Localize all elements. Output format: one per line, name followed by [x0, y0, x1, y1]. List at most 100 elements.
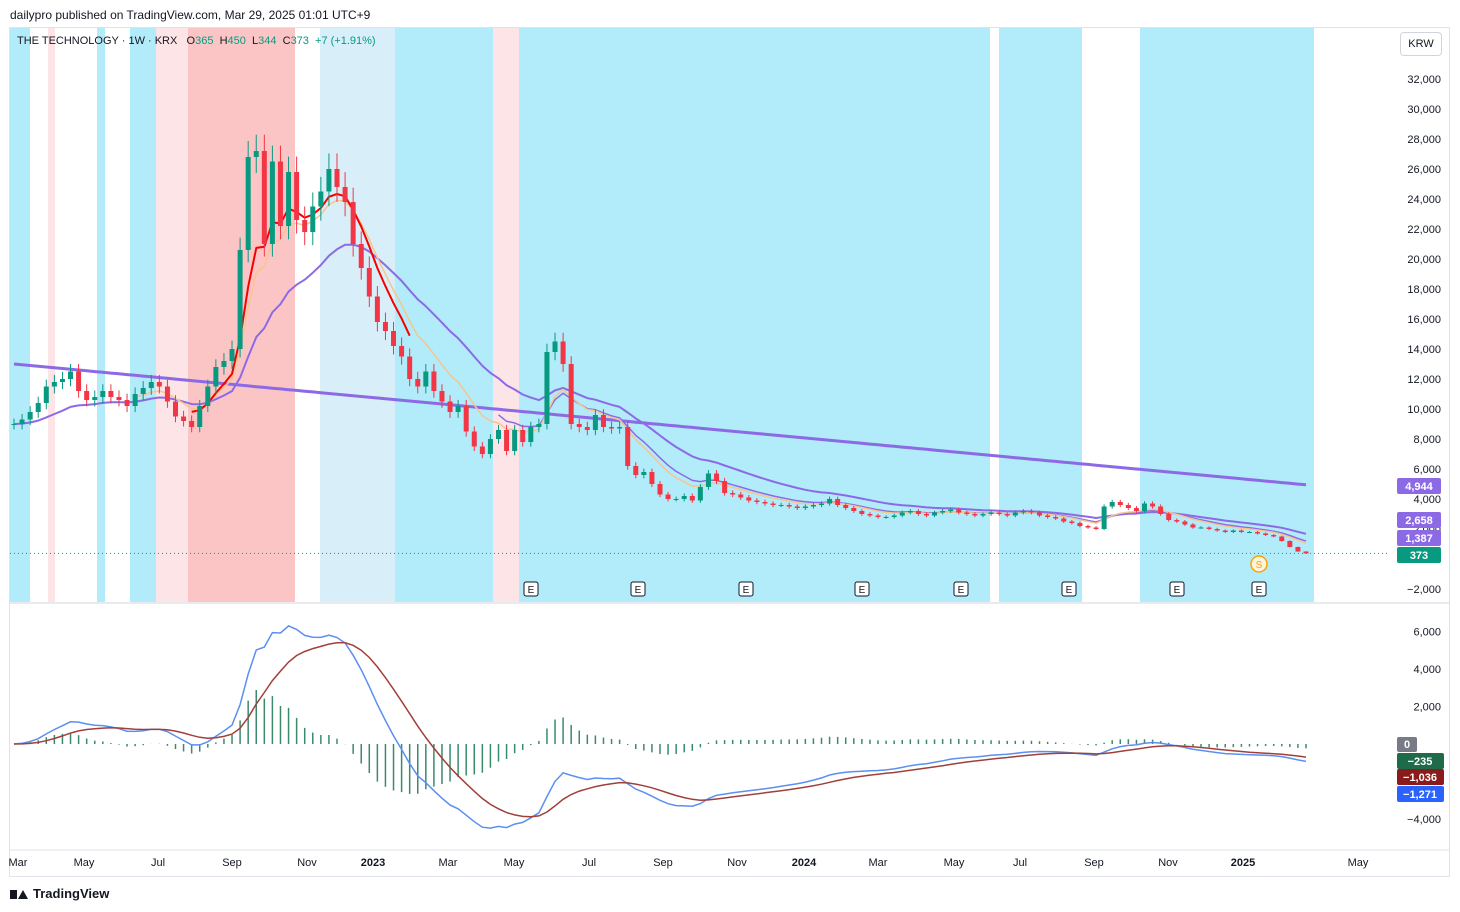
ma-red-line	[191, 193, 411, 413]
candle-body	[423, 371, 429, 387]
macd-tick-label: 6,000	[1413, 627, 1441, 639]
candle-body	[140, 388, 146, 394]
grid-layer	[10, 602, 1450, 851]
price-badge-label: 2,658	[1405, 515, 1433, 527]
candle-body	[51, 382, 57, 387]
candle-body	[415, 379, 421, 387]
candle-body	[229, 349, 235, 361]
legend-high-value: 450	[227, 35, 246, 47]
candle-body	[132, 394, 138, 406]
candle-body	[1133, 508, 1139, 511]
regime-band-6	[320, 28, 395, 602]
time-tick-label: 2023	[361, 857, 385, 869]
candle-body	[1255, 532, 1261, 534]
candle-body	[1012, 512, 1018, 516]
time-tick-label: May	[504, 857, 525, 869]
candle-body	[310, 206, 316, 232]
candle-body	[156, 382, 162, 387]
regime-band-11	[1140, 28, 1314, 602]
candle-body	[1166, 514, 1172, 520]
regime-band-3	[130, 28, 156, 602]
candle-body	[689, 496, 695, 501]
legend-close-value: 373	[290, 35, 309, 47]
candle-body	[59, 379, 65, 382]
candle-body	[27, 412, 33, 420]
candle-body	[665, 494, 671, 499]
publisher-line: dailypro published on TradingView.com, M…	[10, 8, 371, 22]
candle-body	[455, 406, 461, 412]
event-marker-layer: E E E E E E E E S	[523, 555, 1268, 597]
macd-zero-label: 0	[1404, 739, 1410, 751]
candle-body	[479, 446, 485, 454]
earnings-marker-4	[953, 581, 969, 597]
symbol-legend: THE TECHNOLOGY · 1W · KRX O365 H450 L344…	[17, 35, 376, 47]
price-tick-label: 14,000	[1407, 344, 1441, 356]
candle-body	[213, 367, 219, 387]
price-tick-label: −2,000	[1407, 584, 1441, 596]
macd-tick-label: −4,000	[1407, 814, 1441, 826]
candle-body	[964, 512, 970, 514]
candle-body	[100, 391, 106, 397]
legend-high-label: H	[219, 35, 228, 47]
candle-body	[617, 427, 623, 429]
candle-body	[286, 172, 292, 226]
candle-body	[1214, 529, 1220, 531]
candle-body	[1085, 526, 1091, 528]
price-tick-label: 8,000	[1413, 434, 1441, 446]
price-tick-label: 24,000	[1407, 194, 1441, 206]
macd-badge-label: −235	[1408, 756, 1433, 768]
candle-body	[92, 397, 98, 400]
price-badge	[1397, 512, 1441, 528]
candle-body	[972, 514, 978, 516]
candle-body	[302, 220, 308, 232]
dividend-marker	[1250, 555, 1268, 573]
candle-body	[391, 331, 397, 346]
macd-layer	[13, 625, 1307, 829]
earnings-marker-label: E	[1174, 585, 1181, 596]
price-tick-label: 6,000	[1413, 464, 1441, 476]
candle-body	[851, 508, 857, 511]
candle-body	[108, 391, 114, 397]
price-badge	[1397, 478, 1441, 494]
earnings-marker-5	[1061, 581, 1077, 597]
regime-band-4	[156, 28, 188, 602]
regime-band-0	[10, 28, 30, 602]
earnings-marker-1	[630, 581, 646, 597]
candle-body	[35, 403, 41, 412]
candle-body	[843, 505, 849, 508]
macd-tick-label: 4,000	[1413, 664, 1441, 676]
candle-body	[1045, 515, 1051, 517]
price-tick-label: 12,000	[1407, 374, 1441, 386]
earnings-marker-2	[738, 581, 754, 597]
currency-button[interactable]: KRW	[1400, 32, 1442, 56]
candle-body	[487, 439, 493, 454]
candle-body	[1020, 511, 1026, 513]
candle-body	[544, 352, 550, 424]
time-tick-label: 2024	[792, 857, 817, 869]
macd-tick-label: 2,000	[1413, 702, 1441, 714]
regime-band-1	[48, 28, 55, 602]
candle-body	[1077, 523, 1083, 526]
candle-body	[536, 424, 542, 427]
candle-body	[463, 406, 469, 432]
time-tick-label: Sep	[653, 857, 673, 869]
candle-body	[673, 499, 679, 500]
time-tick-label: Nov	[1158, 857, 1178, 869]
candle-body	[277, 161, 283, 226]
candle-body	[576, 424, 582, 427]
candle-body	[382, 322, 388, 331]
candle-body	[649, 472, 655, 484]
legend-low-value: 344	[258, 35, 277, 47]
price-badge-label: 373	[1410, 550, 1428, 562]
regime-band-10	[999, 28, 1082, 602]
candle-body	[722, 481, 728, 493]
candle-body	[431, 371, 437, 391]
regime-band-8	[493, 28, 519, 602]
candle-body	[762, 502, 768, 504]
candle-body	[439, 391, 445, 402]
time-tick-label: Jul	[582, 857, 596, 869]
time-tick-label: Mar	[869, 857, 888, 869]
candle-body	[552, 341, 558, 352]
candle-body	[520, 430, 526, 442]
